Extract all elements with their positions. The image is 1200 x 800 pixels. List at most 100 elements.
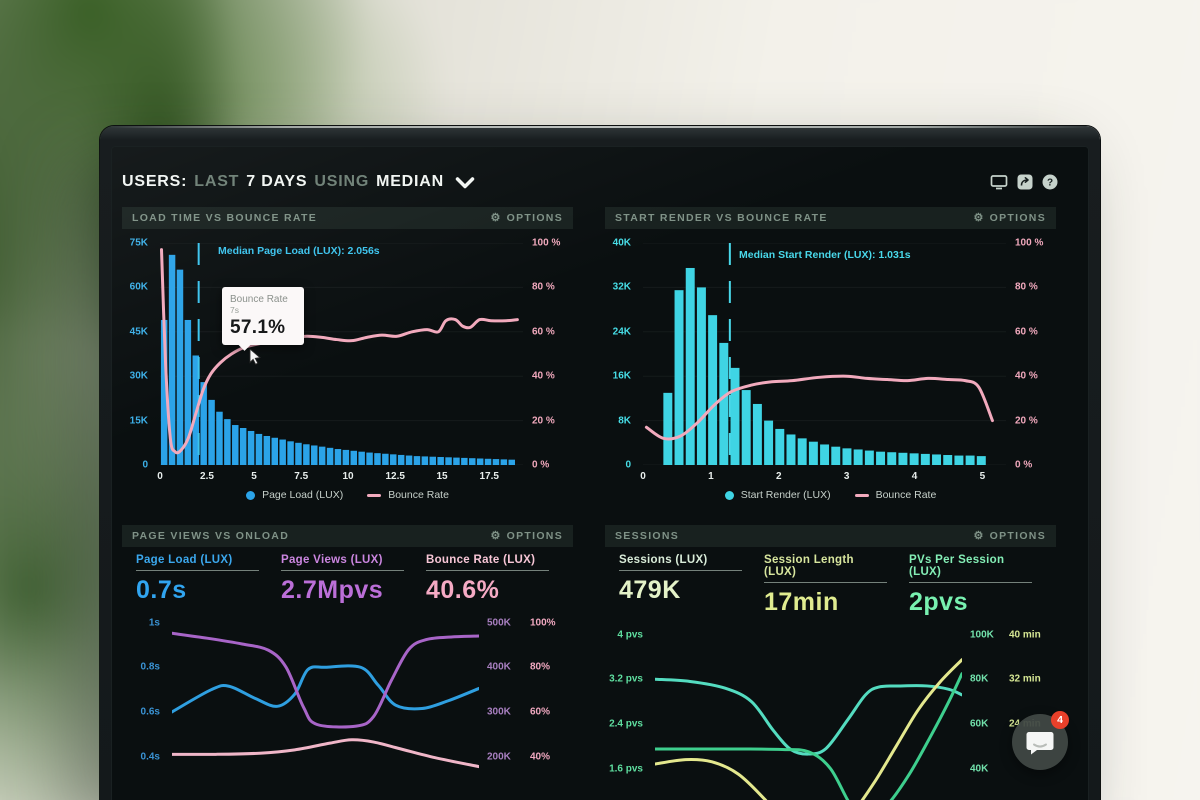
axis-tick: 20 % (1015, 415, 1038, 427)
help-icon[interactable]: ? (1042, 174, 1058, 190)
sessions-chart[interactable] (655, 629, 962, 800)
panel-title: SESSIONS (615, 530, 680, 542)
legend-item-bounce-rate[interactable]: Bounce Rate (854, 489, 936, 501)
metric-bounce-rate: Bounce Rate (LUX) 40.6% (426, 554, 549, 605)
axis-tick: 0 (625, 459, 631, 471)
panel-sessions: SESSIONS ⚙ OPTIONS Sessions (LUX) 479K (605, 525, 1056, 800)
axis-tick: 10 (342, 471, 354, 482)
axis-tick: 100 % (1015, 237, 1044, 249)
dropdown-label-using: USING (314, 173, 370, 190)
options-button[interactable]: ⚙ OPTIONS (973, 212, 1046, 224)
gear-icon: ⚙ (973, 529, 985, 542)
options-label: OPTIONS (506, 530, 563, 542)
load-time-chart-area: 75K 60K 45K 30K 15K 0 100 % 80 % (122, 235, 573, 513)
laptop-screen: USERS: LAST 7 DAYS USING MEDIAN (111, 146, 1089, 800)
axis-tick: 0 (640, 471, 646, 482)
legend-item-start-render[interactable]: Start Render (LUX) (724, 489, 831, 501)
start-render-chart[interactable] (643, 243, 1006, 465)
axis-tick: 0 (157, 471, 163, 482)
panel-header: START RENDER VS BOUNCE RATE ⚙ OPTIONS (605, 207, 1056, 229)
axis-tick: 16K (612, 370, 631, 382)
axis-tick: 8K (618, 415, 631, 427)
sessions-chart-area: 4 pvs 3.2 pvs 2.4 pvs 1.6 pvs 100K 40 mi… (605, 625, 1056, 800)
metric-page-load: Page Load (LUX) 0.7s (136, 554, 259, 605)
metric-page-views: Page Views (LUX) 2.7Mpvs (281, 554, 404, 605)
tooltip-series: Bounce Rate (230, 294, 288, 305)
y-axis-right: 100 % 80 % 60 % 40 % 20 % 0 % (527, 238, 573, 471)
axis-tick-pair: 80K 32 min (970, 673, 1041, 685)
panel-title: PAGE VIEWS VS ONLOAD (132, 530, 290, 542)
axis-tick-pair: 500K 100% (487, 617, 556, 629)
legend-dot-icon (246, 490, 256, 500)
y-axis-right: 100 % 80 % 60 % 40 % 20 % 0 % (1010, 238, 1056, 471)
axis-tick: 2.5 (200, 471, 214, 482)
axis-tick: 1 (708, 471, 714, 482)
axis-tick-pair: 200K 40% (487, 751, 551, 762)
panel-header: SESSIONS ⚙ OPTIONS (605, 525, 1056, 547)
metric-underline (909, 582, 1032, 583)
axis-tick: 45K (129, 326, 148, 338)
axis-tick-pair: 40K (970, 763, 989, 774)
axis-tick: 60 % (1015, 326, 1038, 338)
metric-row: Page Load (LUX) 0.7s Page Views (LUX) 2.… (136, 554, 549, 605)
axis-tick: 3 (843, 471, 850, 482)
axis-tick: 40 % (532, 370, 555, 382)
panel-title: LOAD TIME VS BOUNCE RATE (132, 212, 318, 224)
axis-tick: 40K (612, 237, 631, 249)
axis-tick: 30K (129, 370, 148, 382)
page-views-chart[interactable] (172, 617, 479, 800)
y-axis-left: 1s 0.8s 0.6s 0.4s (122, 617, 166, 800)
axis-tick-pair: 300K 60% (487, 706, 551, 718)
panel-header: LOAD TIME VS BOUNCE RATE ⚙ OPTIONS (122, 207, 573, 229)
dropdown-label-last: LAST (194, 173, 240, 190)
share-icon[interactable] (1017, 174, 1033, 190)
axis-tick: 100 % (532, 237, 561, 249)
axis-tick: 15 (436, 471, 448, 482)
metric-underline (619, 570, 742, 571)
plot-area (643, 243, 1006, 465)
display-icon[interactable] (990, 174, 1008, 190)
chat-bubble-icon (1026, 732, 1054, 755)
chat-badge: 4 (1051, 711, 1069, 729)
axis-tick: 7.5 (294, 471, 309, 482)
legend-line-icon (854, 493, 869, 497)
y-axis-left: 75K 60K 45K 30K 15K 0 (122, 238, 154, 471)
metric-underline (764, 582, 887, 583)
gear-icon: ⚙ (490, 529, 502, 542)
load-time-chart[interactable] (160, 243, 523, 465)
laptop: USERS: LAST 7 DAYS USING MEDIAN (100, 126, 1100, 800)
axis-tick: 80 % (532, 281, 555, 293)
y-axis-left: 40K 32K 24K 16K 8K 0 (605, 238, 637, 471)
panel-title: START RENDER VS BOUNCE RATE (615, 212, 828, 224)
axis-tick: 24K (612, 326, 631, 338)
options-button[interactable]: ⚙ OPTIONS (490, 530, 563, 542)
metric-pvs-per-session: PVs Per Session (LUX) 2pvs (909, 554, 1032, 617)
axis-tick: 60K (129, 281, 148, 293)
metric-underline (136, 570, 259, 571)
legend-item-bounce-rate[interactable]: Bounce Rate (367, 489, 449, 501)
users-timeframe-dropdown[interactable]: USERS: LAST 7 DAYS USING MEDIAN (122, 173, 475, 191)
panel-start-render: START RENDER VS BOUNCE RATE ⚙ OPTIONS 40… (605, 207, 1056, 513)
options-button[interactable]: ⚙ OPTIONS (973, 530, 1046, 542)
axis-tick: 2.4 pvs (609, 718, 643, 730)
dropdown-label-median: MEDIAN (376, 173, 444, 190)
chat-launcher-button[interactable]: 4 (1012, 711, 1069, 770)
options-label: OPTIONS (989, 530, 1046, 542)
axis-tick: 40 % (1015, 370, 1038, 382)
dropdown-label-7days: 7 DAYS (246, 173, 308, 190)
dashboard-header: USERS: LAST 7 DAYS USING MEDIAN (122, 169, 1088, 195)
panel-header: PAGE VIEWS VS ONLOAD ⚙ OPTIONS (122, 525, 573, 547)
svg-text:?: ? (1047, 178, 1053, 189)
chevron-down-icon (455, 177, 475, 189)
y-axis-right: 500K 100% 400K 80% 300K 60% (483, 617, 573, 800)
axis-tick: 20 % (532, 415, 555, 427)
metric-sessions: Sessions (LUX) 479K (619, 554, 742, 617)
axis-tick: 0 % (532, 459, 550, 471)
metric-underline (426, 570, 549, 571)
legend-item-page-load[interactable]: Page Load (LUX) (246, 489, 343, 501)
plot-area (172, 617, 479, 800)
gear-icon: ⚙ (973, 211, 985, 224)
legend: Start Render (LUX) Bounce Rate (605, 489, 1056, 501)
legend-line-icon (367, 493, 382, 497)
options-button[interactable]: ⚙ OPTIONS (490, 212, 563, 224)
